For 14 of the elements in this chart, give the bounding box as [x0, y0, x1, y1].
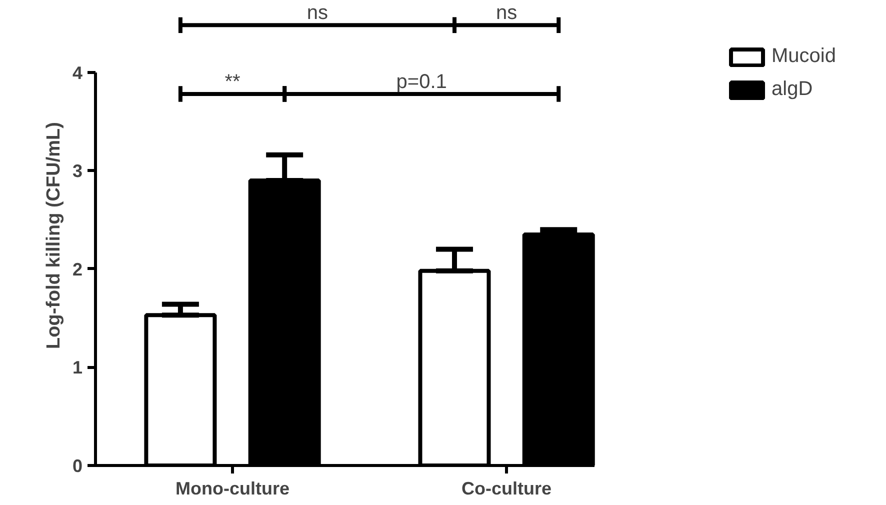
legend-label: algD — [772, 78, 813, 101]
x-tick-label: Co-culture — [462, 478, 552, 498]
x-tick-label: Mono-culture — [176, 478, 290, 498]
text: ns — [496, 2, 518, 24]
y-tick-label: 3 — [72, 161, 83, 182]
annotation: p=0.1 — [396, 70, 447, 93]
y-tick-label: 1 — [72, 358, 83, 378]
y-tick-label: 4 — [72, 62, 83, 83]
y-tick-label: 2 — [72, 259, 83, 280]
legend-label: Mucoid — [772, 45, 836, 68]
y-axis-title: Log-fold killing (CFU/mL) — [43, 122, 64, 349]
annotation: ** — [224, 70, 241, 93]
y-tick-label: 0 — [72, 456, 83, 476]
text: ns — [306, 2, 328, 24]
